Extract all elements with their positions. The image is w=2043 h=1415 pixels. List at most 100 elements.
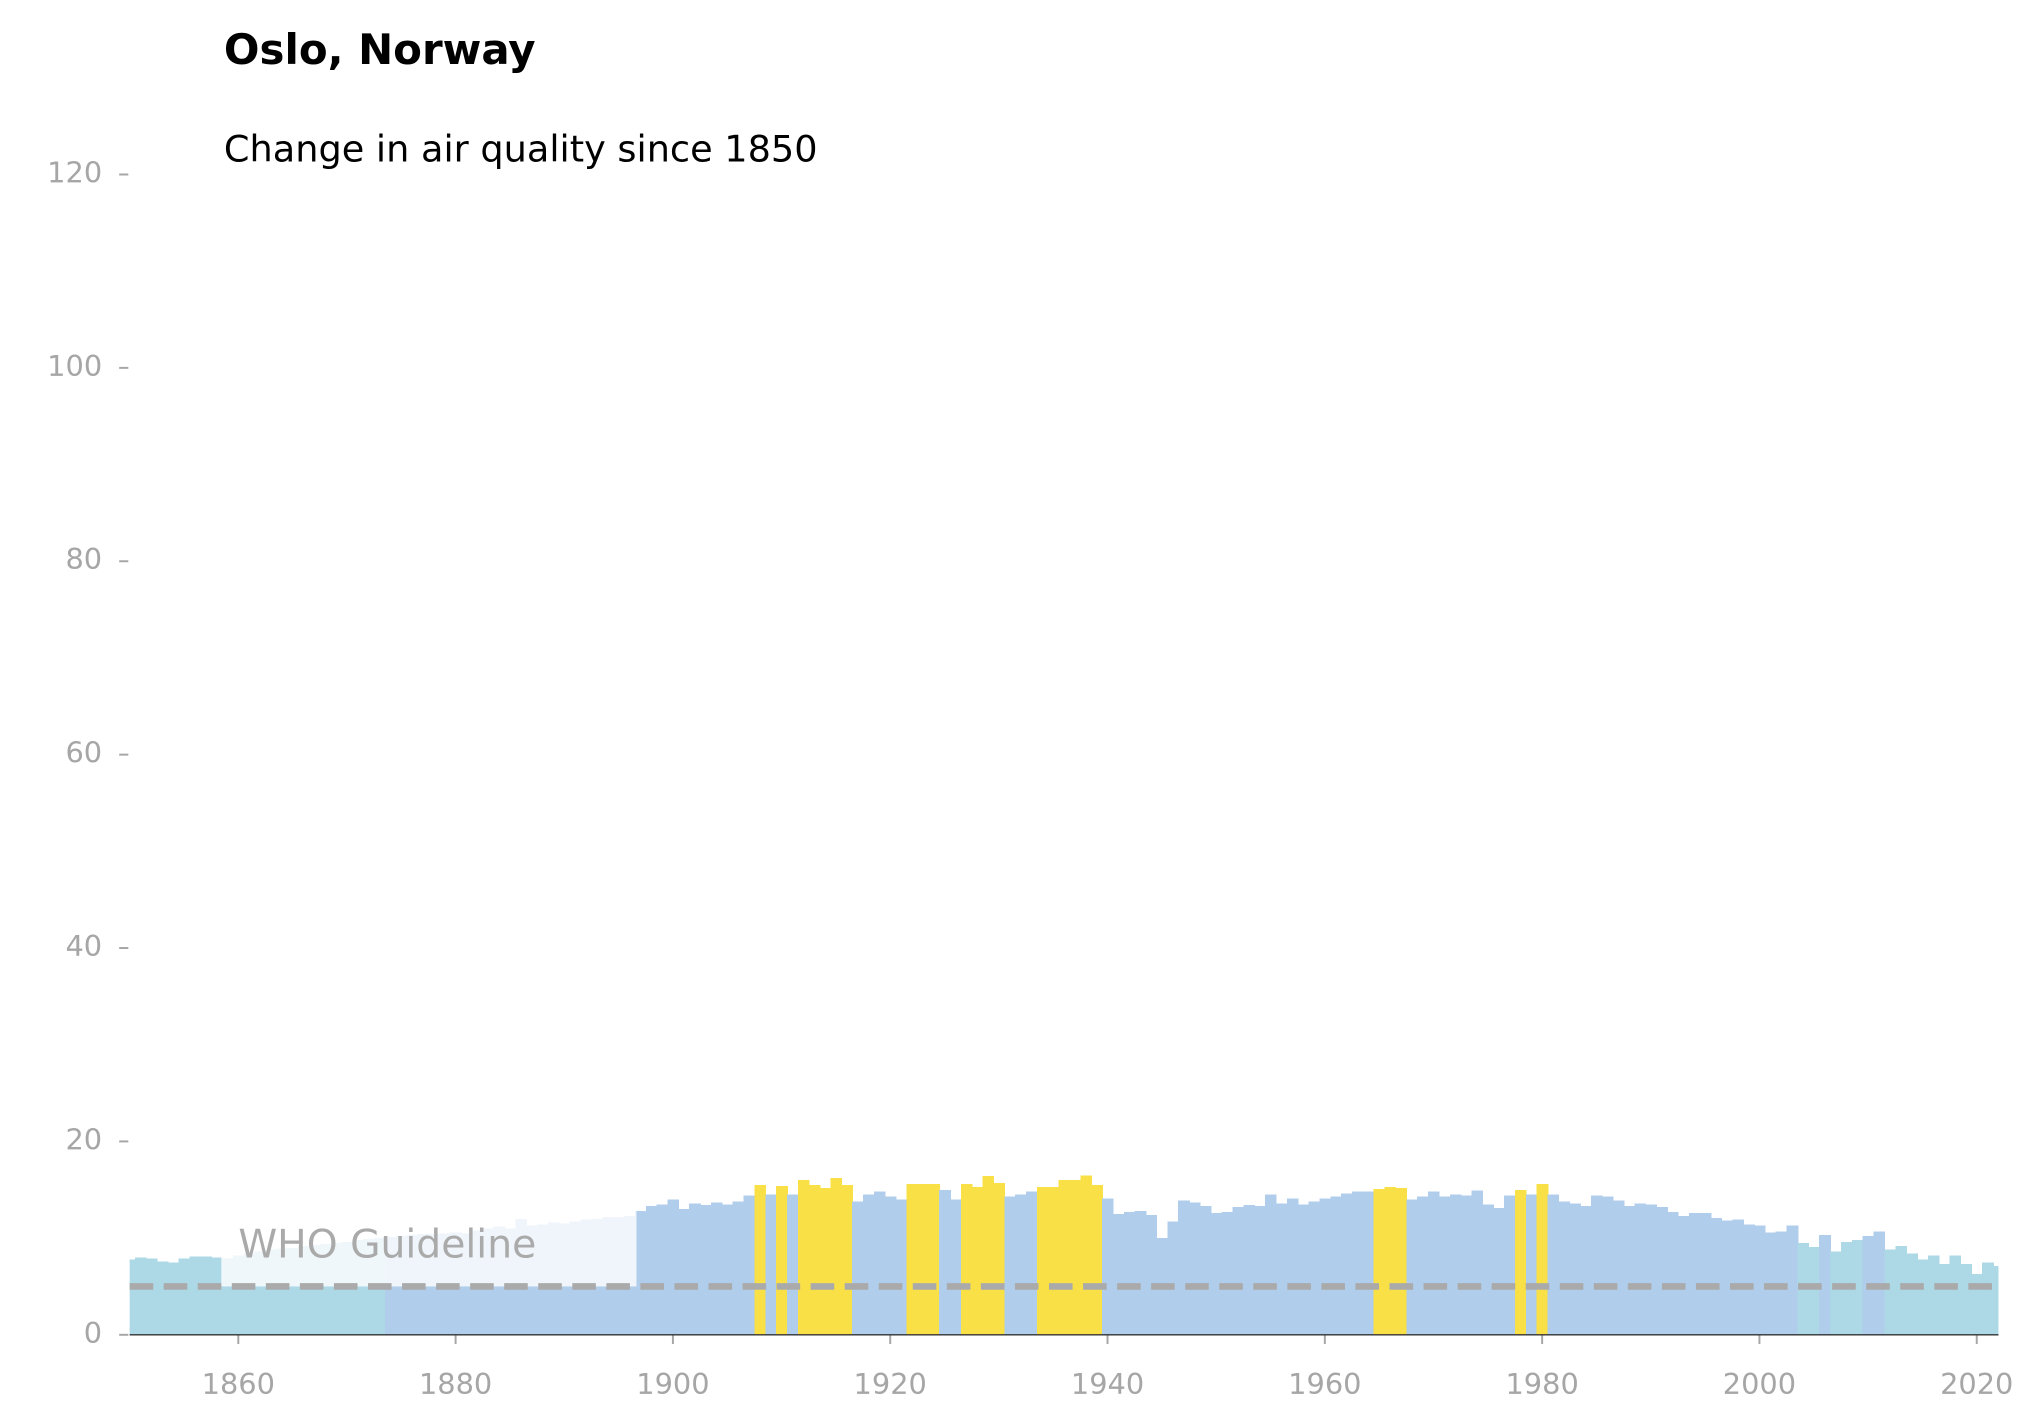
- bar: [1916, 1259, 1929, 1335]
- bar: [830, 1178, 843, 1335]
- chart-title: Oslo, Norway: [224, 25, 536, 74]
- bar: [135, 1257, 147, 1335]
- bar: [1786, 1225, 1799, 1335]
- bar: [1601, 1196, 1614, 1335]
- bar: [1178, 1200, 1190, 1335]
- x-tick-label: 1940: [1071, 1367, 1144, 1401]
- bar: [895, 1199, 908, 1335]
- bar: [1069, 1180, 1082, 1335]
- bar: [1232, 1207, 1245, 1335]
- bar: [1330, 1196, 1342, 1335]
- bar: [276, 1248, 288, 1335]
- bar: [819, 1187, 832, 1335]
- bar: [156, 1261, 169, 1335]
- bar: [1851, 1240, 1864, 1335]
- chart-subtitle: Change in air quality since 1850: [224, 127, 818, 170]
- bar: [873, 1191, 886, 1335]
- bar: [1547, 1194, 1560, 1335]
- y-tick-label: 40: [65, 929, 102, 963]
- y-tick-label: 20: [65, 1122, 102, 1156]
- bar: [1743, 1224, 1755, 1335]
- bar: [1645, 1204, 1658, 1335]
- bar: [1308, 1201, 1321, 1335]
- bar: [1373, 1188, 1386, 1335]
- x-tick-label: 1960: [1288, 1367, 1361, 1401]
- bar: [1123, 1212, 1136, 1335]
- bar: [1623, 1206, 1636, 1335]
- bar: [1395, 1187, 1408, 1335]
- bar: [1243, 1205, 1255, 1335]
- bar: [1384, 1186, 1397, 1335]
- bar: [1167, 1221, 1179, 1335]
- bar: [1808, 1246, 1820, 1335]
- bar: [200, 1256, 212, 1335]
- bar: [993, 1182, 1006, 1335]
- bar: [1906, 1253, 1918, 1335]
- label-box: [221, 1205, 637, 1287]
- bar: [178, 1258, 191, 1335]
- bar: [841, 1184, 853, 1335]
- bar: [1677, 1215, 1690, 1335]
- bar: [1580, 1206, 1592, 1335]
- bar: [721, 1204, 734, 1335]
- bar: [656, 1204, 669, 1335]
- bar: [1732, 1219, 1744, 1335]
- bar: [1254, 1206, 1266, 1335]
- bar: [1362, 1191, 1375, 1335]
- bar: [960, 1183, 973, 1335]
- bar: [1775, 1231, 1788, 1335]
- bar: [1536, 1183, 1549, 1335]
- bar: [222, 1258, 234, 1335]
- bar: [1514, 1189, 1527, 1335]
- bar: [743, 1195, 756, 1335]
- bar: [1721, 1220, 1734, 1335]
- bar: [167, 1262, 180, 1335]
- bar: [232, 1255, 245, 1335]
- bar: [1460, 1195, 1473, 1335]
- bar: [1297, 1204, 1310, 1335]
- bar: [1221, 1212, 1234, 1335]
- bar: [863, 1194, 875, 1335]
- bar: [1036, 1186, 1049, 1335]
- bar: [1569, 1203, 1581, 1335]
- bar: [1960, 1264, 1973, 1335]
- bar: [884, 1196, 897, 1335]
- bar: [1112, 1213, 1125, 1335]
- bar: [1189, 1202, 1201, 1335]
- bar: [1525, 1194, 1538, 1335]
- bar: [1982, 1262, 1994, 1335]
- bar: [1938, 1264, 1951, 1335]
- bar: [776, 1185, 788, 1335]
- bar: [1438, 1196, 1451, 1335]
- bar: [1656, 1207, 1668, 1335]
- bar: [1830, 1251, 1842, 1335]
- bar: [645, 1206, 658, 1335]
- x-tick-label: 1900: [636, 1367, 709, 1401]
- bar: [1471, 1190, 1484, 1335]
- bar: [732, 1201, 745, 1335]
- bar: [1015, 1194, 1027, 1335]
- bar: [928, 1183, 940, 1335]
- bar: [1884, 1249, 1897, 1335]
- y-tick-label: 100: [47, 349, 102, 383]
- bar: [1004, 1196, 1016, 1335]
- y-tick-label: 60: [65, 736, 102, 770]
- bar: [1199, 1206, 1212, 1335]
- x-tick-label: 1980: [1505, 1367, 1578, 1401]
- bar: [1275, 1203, 1288, 1335]
- bar: [1634, 1203, 1647, 1335]
- bar: [1428, 1191, 1440, 1335]
- hline-label: WHO Guideline: [238, 1223, 536, 1268]
- bar: [254, 1251, 267, 1335]
- bar: [906, 1183, 919, 1335]
- x-tick-label: 2000: [1723, 1367, 1796, 1401]
- bar: [700, 1205, 712, 1335]
- bar: [1873, 1231, 1886, 1335]
- bar: [145, 1258, 158, 1335]
- bar: [189, 1256, 202, 1335]
- bar: [754, 1184, 767, 1335]
- bar: [1971, 1273, 1983, 1335]
- bar: [971, 1186, 984, 1335]
- bar: [808, 1184, 821, 1335]
- bar: [1895, 1245, 1907, 1335]
